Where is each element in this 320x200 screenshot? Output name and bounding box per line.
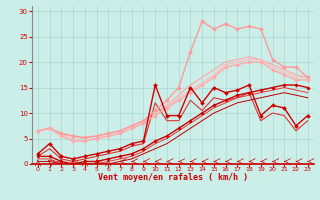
X-axis label: Vent moyen/en rafales ( km/h ): Vent moyen/en rafales ( km/h ) [98,173,248,182]
